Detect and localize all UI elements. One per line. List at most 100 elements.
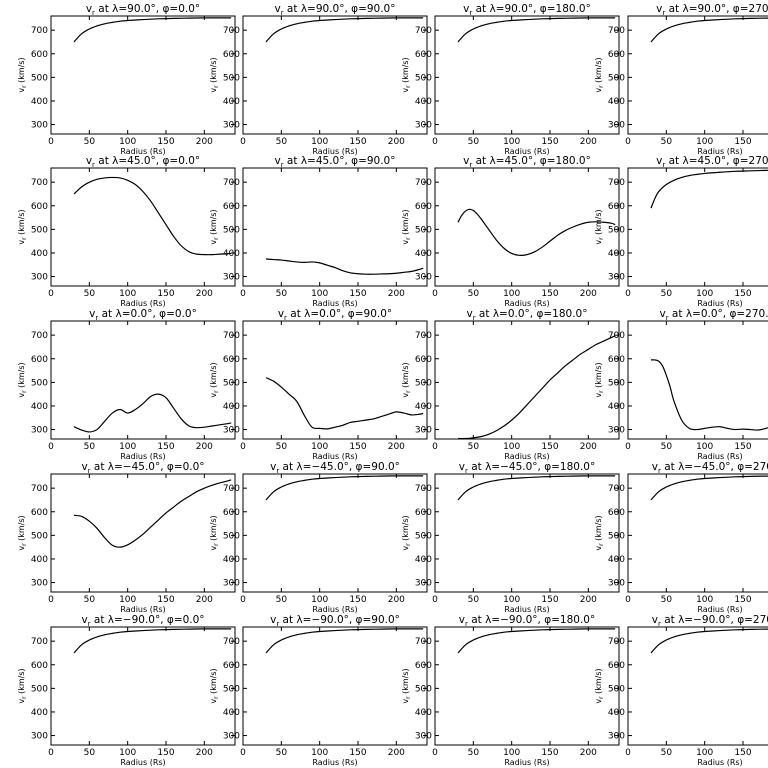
plot-frame <box>434 15 620 135</box>
y-tick-label: 300 <box>608 732 625 742</box>
ylabel-subscript: r <box>21 237 28 240</box>
title-subscript: r <box>662 9 665 17</box>
x-tick-label: 0 <box>432 442 438 452</box>
x-tick-label: 150 <box>541 595 558 605</box>
chart-panel: vr at λ=−90.0°, φ=90.0°0 50 100 150 20030040… <box>209 614 428 767</box>
chart-panel: vr at λ=−45.0°, φ=270.0°0501001502003004… <box>594 461 768 614</box>
title-text: at λ=90.0°, φ=0.0° <box>95 3 200 15</box>
ylabel-subscript: r <box>598 237 605 240</box>
y-axis-label: vr (km/s) <box>594 209 605 244</box>
title-symbol: v <box>86 155 92 167</box>
title-subscript: r <box>281 9 284 17</box>
x-tick-label: 50 <box>84 137 96 147</box>
x-axis-label: Radius (Rs) <box>504 758 549 767</box>
plot-frame <box>50 15 236 135</box>
x-tick-label: 200 <box>196 137 213 147</box>
title-text: at λ=0.0°, φ=0.0° <box>98 308 197 320</box>
ylabel-symbol: v <box>209 546 218 551</box>
panel-title: vr at λ=−90.0°, φ=270.0° <box>652 614 768 628</box>
x-tick-label: 0 <box>240 595 246 605</box>
ylabel-subscript: r <box>598 543 605 546</box>
title-text: at λ=90.0°, φ=270.0° <box>665 3 768 15</box>
ylabel-symbol: v <box>594 240 603 245</box>
x-tick-label: 200 <box>388 748 405 758</box>
title-symbol: v <box>459 461 465 473</box>
title-symbol: v <box>466 308 472 320</box>
ylabel-symbol: v <box>401 88 410 93</box>
title-text: at λ=−90.0°, φ=90.0° <box>279 614 400 626</box>
title-symbol: v <box>652 614 658 626</box>
x-tick-label: 150 <box>734 442 751 452</box>
x-tick-label: 200 <box>196 442 213 452</box>
series-line <box>265 258 424 275</box>
x-tick-label: 100 <box>311 595 328 605</box>
y-tick-label: 600 <box>31 355 48 365</box>
title-symbol: v <box>278 308 284 320</box>
ylabel-symbol: v <box>594 546 603 551</box>
x-tick-label: 50 <box>276 442 288 452</box>
y-tick-label: 400 <box>223 555 240 565</box>
ylabel-subscript: r <box>21 543 28 546</box>
y-tick-label: 500 <box>223 378 240 388</box>
x-tick-label: 0 <box>48 442 54 452</box>
ylabel-subscript: r <box>213 85 220 88</box>
y-tick-label: 600 <box>223 50 240 60</box>
title-subscript: r <box>92 9 95 17</box>
panel-title: vr at λ=−45.0°, φ=0.0° <box>81 461 204 475</box>
x-tick-label: 200 <box>580 442 597 452</box>
ylabel-text: (km/s) <box>17 515 26 543</box>
x-tick-label: 50 <box>661 137 673 147</box>
title-subscript: r <box>662 161 665 169</box>
title-subscript: r <box>88 620 91 628</box>
y-tick-label: 400 <box>31 97 48 107</box>
x-axis-label: Radius (Rs) <box>504 605 549 614</box>
panel-title: vr at λ=90.0°, φ=180.0° <box>463 3 591 17</box>
y-tick-label: 300 <box>415 732 432 742</box>
title-symbol: v <box>81 461 87 473</box>
ylabel-subscript: r <box>213 696 220 699</box>
chart-panel: vr at λ=0.0°, φ=270.0°050100150200300400… <box>594 308 768 461</box>
ylabel-text: (km/s) <box>209 362 218 390</box>
y-tick-label: 500 <box>31 378 48 388</box>
title-text: at λ=−45.0°, φ=270.0° <box>661 461 768 473</box>
x-tick-label: 100 <box>696 289 713 299</box>
y-tick-label: 600 <box>415 202 432 212</box>
chart-panel: vr at λ=−90.0°, φ=270.0°0501001502003004… <box>594 614 768 767</box>
ylabel-symbol: v <box>401 393 410 398</box>
y-tick-label: 300 <box>415 426 432 436</box>
chart-panel: vr at λ=0.0°, φ=180.0°0 50 100 150 200300400… <box>401 308 620 461</box>
x-tick-label: 150 <box>157 595 174 605</box>
plot-frame <box>50 167 236 287</box>
ylabel-symbol: v <box>209 88 218 93</box>
plot-frame <box>242 626 428 746</box>
plot-frame <box>50 626 236 746</box>
x-axis-label: Radius (Rs) <box>504 147 549 156</box>
y-tick-label: 400 <box>415 555 432 565</box>
title-text: at λ=45.0°, φ=90.0° <box>284 155 396 167</box>
y-axis-label: vr (km/s) <box>209 668 220 703</box>
x-tick-label: 100 <box>503 748 520 758</box>
title-text: at λ=0.0°, φ=90.0° <box>287 308 392 320</box>
y-tick-label: 400 <box>415 97 432 107</box>
x-tick-label: 200 <box>388 442 405 452</box>
chart-panel: vr at λ=90.0°, φ=270.0°05010015020030040… <box>594 3 768 156</box>
title-subscript: r <box>95 314 98 322</box>
chart-panel: vr at λ=−45.0°, φ=180.0°0 50 100 150 2003004… <box>401 461 620 614</box>
x-axis-label: Radius (Rs) <box>504 299 549 308</box>
y-tick-label: 500 <box>415 531 432 541</box>
title-text: at λ=−90.0°, φ=270.0° <box>661 614 768 626</box>
x-tick-label: 0 <box>240 748 246 758</box>
y-tick-label: 600 <box>31 661 48 671</box>
ylabel-subscript: r <box>405 237 412 240</box>
x-tick-label: 100 <box>696 442 713 452</box>
title-symbol: v <box>270 614 276 626</box>
x-axis-label: Radius (Rs) <box>120 147 165 156</box>
x-tick-label: 100 <box>311 748 328 758</box>
y-tick-label: 700 <box>31 637 48 647</box>
title-subscript: r <box>276 467 279 475</box>
x-tick-label: 100 <box>311 442 328 452</box>
plot-frame <box>242 15 428 135</box>
y-tick-label: 500 <box>31 684 48 694</box>
panel-title: vr at λ=90.0°, φ=90.0° <box>274 3 395 17</box>
plot-frame <box>434 320 620 440</box>
